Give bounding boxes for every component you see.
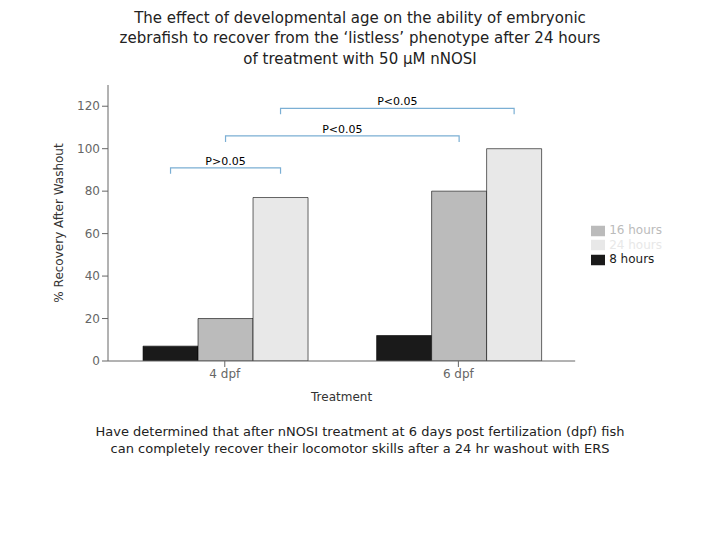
svg-text:Treatment: Treatment [310, 390, 372, 404]
svg-text:80: 80 [85, 184, 100, 198]
svg-text:120: 120 [77, 99, 100, 113]
svg-text:6 dpf: 6 dpf [443, 366, 475, 380]
svg-text:40: 40 [85, 269, 100, 283]
svg-text:% Recovery After Washout: % Recovery After Washout [52, 143, 66, 303]
svg-text:100: 100 [77, 142, 100, 156]
svg-text:20: 20 [85, 312, 100, 326]
svg-text:P>0.05: P>0.05 [205, 155, 245, 168]
svg-text:P<0.05: P<0.05 [377, 95, 417, 108]
html-text:Have determined that after nNO: Have determined that after nNOSI treatme… [95, 423, 625, 457]
svg-text:P<0.05: P<0.05 [322, 123, 362, 136]
html-text:16 hours: 16 hours [609, 223, 662, 237]
svg-text:4 dpf: 4 dpf [209, 366, 241, 380]
svg-text:60: 60 [85, 227, 100, 241]
html-text:24 hours: 24 hours [609, 237, 662, 252]
html-text:The effect of developmental ag: The effect of developmental age on the a… [119, 9, 601, 68]
svg-text:0: 0 [92, 354, 100, 368]
html-text:8 hours: 8 hours [609, 252, 655, 266]
